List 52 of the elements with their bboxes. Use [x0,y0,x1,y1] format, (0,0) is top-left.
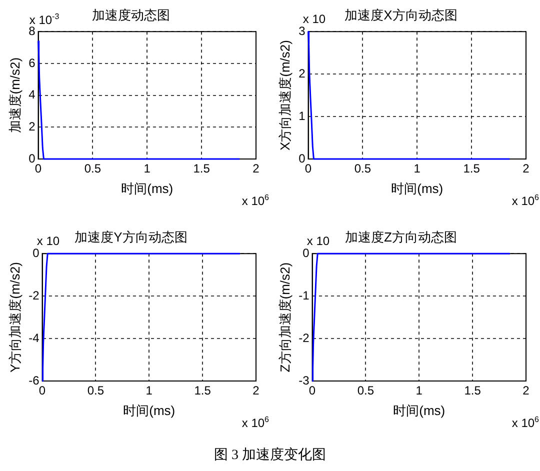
text: x 10$^{6}$ [242,193,269,208]
x-axis-title: 时间(ms) [121,180,174,196]
y-tick-label: 0 [32,246,40,260]
x-axis-title: 时间(ms) [123,402,176,418]
y-tick-label: -4 [28,330,40,345]
y-tick-label: -2 [298,330,310,345]
chart-title: 加速度Z方向动态图 [345,229,457,244]
x-tick-label: 2 [252,384,260,398]
text: x 10 [302,12,326,26]
text: x 10$^{6}$ [512,193,539,208]
x-tick-label: 1.5 [193,162,210,176]
x-tick-label: 0.5 [354,162,372,176]
chart-title: 加速度动态图 [92,7,170,22]
x-tick-label: 1.5 [464,384,482,398]
y-axis-title: X方向加速度(m/s2) [277,40,292,151]
chart-title: 加速度Y方向动态图 [74,229,188,244]
y-tick-label: 2 [28,119,36,134]
x-tick-label: 1 [414,162,421,176]
text: x 10$^{6}$ [242,415,269,430]
x-tick-label: 2 [522,384,530,398]
x-tick-label: 1.5 [463,162,480,176]
x-tick-label: 2 [252,162,260,176]
y-axis-title: 加速度(m/s2) [7,57,22,134]
text: x 10$^{6}$ [512,415,539,430]
text: x 10 [306,234,330,248]
y-tick-label: -6 [28,373,40,388]
y-tick-label: 3 [298,24,306,38]
y-tick-label: 0 [28,151,36,166]
y-tick-label: 2 [298,66,306,80]
y-tick-label: 0 [302,246,310,260]
x-tick-label: 1 [144,162,151,176]
y-tick-label: 1 [298,108,306,123]
x-tick-label: 2 [522,162,530,176]
x-tick-label: 1 [146,384,153,398]
y-tick-label: 6 [28,56,36,70]
text: x 10 [36,234,60,248]
y-tick-label: 0 [298,151,306,166]
x-axis-title: 时间(ms) [393,402,446,418]
x-tick-label: 1 [416,384,423,398]
y-tick-label: 4 [28,88,36,102]
x-tick-label: 0.5 [87,384,104,398]
x-tick-label: 0.5 [357,384,374,398]
x-tick-label: 0.5 [84,162,102,176]
chart-title: 加速度X方向动态图 [344,7,458,22]
x-axis-title: 时间(ms) [391,180,444,196]
y-tick-label: -3 [298,373,310,388]
y-axis-title: Y方向加速度(m/s2) [7,262,22,373]
y-tick-label: -1 [298,288,310,302]
y-axis-title: Z方向加速度(m/s2) [277,262,292,372]
x-tick-label: 1.5 [194,384,212,398]
y-tick-label: -2 [28,288,40,302]
caption: 图 3 加速度变化图 [213,446,327,464]
